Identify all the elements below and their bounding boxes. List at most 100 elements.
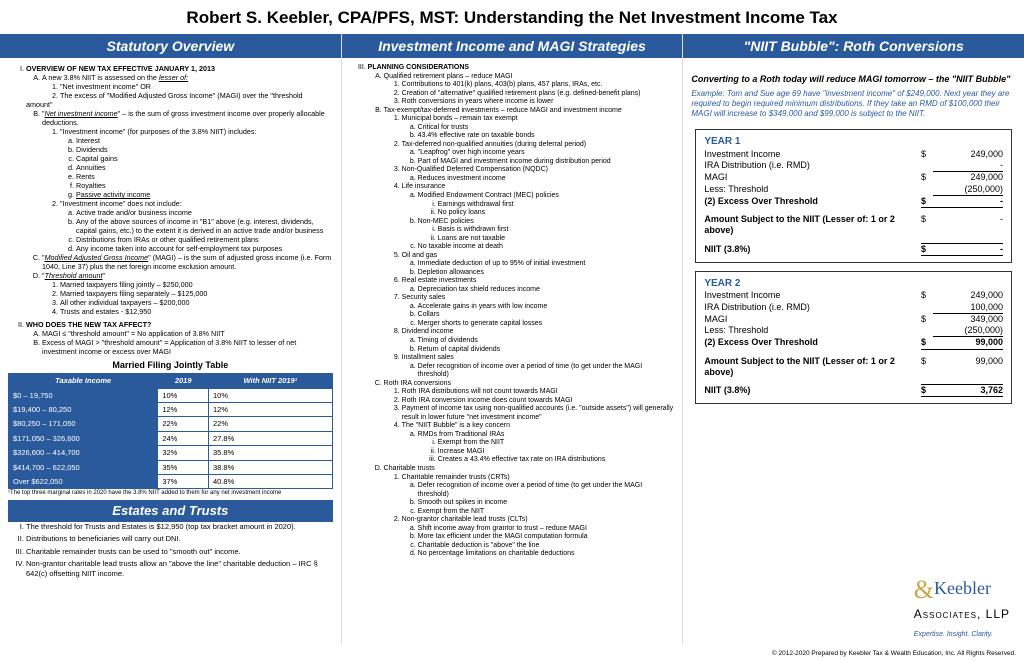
mfj-cell: $414,700 – 622,050 xyxy=(9,460,158,474)
mfj-cell: 27.8% xyxy=(209,431,333,445)
year1-title: YEAR 1 xyxy=(704,136,1003,149)
s3-C4aii: Increase MAGI xyxy=(438,448,675,457)
mfj-cell: 37% xyxy=(158,474,209,488)
s1-d4: Trusts and estates - $12,950 xyxy=(60,307,333,316)
mfj-cell: $19,400 – 80,250 xyxy=(9,403,158,417)
mfj-cell: $326,600 – 414,700 xyxy=(9,446,158,460)
s1-a: A new 3.8% NIIT is assessed on the lesse… xyxy=(42,73,333,100)
s3-B4aii: No policy loans xyxy=(438,209,675,218)
s2-b: Excess of MAGI > "threshold amount" = Ap… xyxy=(42,338,333,356)
y2-v4: (250,000) xyxy=(933,325,1003,337)
mfj-cell: $80,250 – 171,050 xyxy=(9,417,158,431)
logo-tagline: Expertise. Insight. Clarity. xyxy=(914,631,993,638)
s1-b: "Net investment income" – is the sum of … xyxy=(42,109,333,253)
estates-header: Estates and Trusts xyxy=(8,500,333,522)
col1-header: Statutory Overview xyxy=(0,34,341,58)
s3-C1: Roth IRA distributions will not count to… xyxy=(402,388,675,397)
s3-A2: Creation of "alternative" qualified reti… xyxy=(402,90,675,99)
year2-box: YEAR 2 Investment Income$249,000 IRA Dis… xyxy=(695,271,1012,405)
y1-v2: - xyxy=(933,160,1003,172)
s1-b2d: Any income taken into account for self-e… xyxy=(76,244,333,253)
s1-b2c: Distributions from IRAs or other qualifi… xyxy=(76,235,333,244)
s3-D: Charitable trusts Charitable remainder t… xyxy=(384,465,675,559)
s3-B3a: Reduces investment income xyxy=(418,175,675,184)
s3-B4a: Modified Endowment Contract (MEC) polici… xyxy=(418,192,675,218)
s3-B7b: Collars xyxy=(418,311,675,320)
s3-C4ai: Exempt from the NIIT xyxy=(438,439,675,448)
s1-b2b: Any of the above sources of income in "B… xyxy=(76,217,333,235)
s1-b1d: Annuities xyxy=(76,163,333,172)
s3-B2a: "Leapfrog" over high income years xyxy=(418,149,675,158)
y1-l7: NIIT (3.8%) xyxy=(704,244,921,255)
s3-B4bi: Basis is withdrawn first xyxy=(438,226,675,235)
s3-B1b: 43.4% effective rate on taxable bonds xyxy=(418,132,675,141)
y2-v3: 349,000 xyxy=(933,314,1003,325)
s3-B8: Dividend income Timing of dividends Retu… xyxy=(402,328,675,354)
s1-a1: "Net investment income" OR xyxy=(60,82,333,91)
s1-a-lesser: lesser of: xyxy=(159,73,188,82)
s3-B9: Installment sales Defer recognition of i… xyxy=(402,354,675,380)
s3-B5a: Immediate deduction of up to 95% of init… xyxy=(418,260,675,269)
et-iii: Charitable remainder trusts can be used … xyxy=(26,547,333,556)
s3-D1a: Defer recognition of income over a perio… xyxy=(418,482,675,499)
s1-b-nii: Net investment income xyxy=(45,109,118,118)
y1-l5: (2) Excess Over Threshold xyxy=(704,196,921,207)
mfj-cell: 40.8% xyxy=(209,474,333,488)
sec3-heading: PLANNING CONSIDERATIONS xyxy=(368,64,469,71)
s3-B4: Life insurance Modified Endowment Contra… xyxy=(402,183,675,251)
et-iv: Non-grantor charitable lead trusts allow… xyxy=(26,559,333,578)
main-columns: Statutory Overview OVERVIEW OF NEW TAX E… xyxy=(0,34,1024,644)
s1-d3: All other individual taxpayers – $200,00… xyxy=(60,298,333,307)
year2-title: YEAR 2 xyxy=(704,278,1003,291)
s2-a: MAGI ≤ "threshold amount" = No applicati… xyxy=(42,329,333,338)
y2-v5: 99,000 xyxy=(933,337,1003,349)
s3-B2b: Part of MAGI and investment income durin… xyxy=(418,158,675,167)
mfj-cell: 10% xyxy=(158,388,209,402)
s3-B8b: Return of capital dividends xyxy=(418,346,675,355)
col-roth: "NIIT Bubble": Roth Conversions Converti… xyxy=(683,34,1024,644)
s3-A3: Roth conversions in years where income i… xyxy=(402,98,675,107)
sec2-heading: WHO DOES THE NEW TAX AFFECT? xyxy=(26,320,151,329)
estates-list: The threshold for Trusts and Estates is … xyxy=(8,522,333,578)
col1-body: OVERVIEW OF NEW TAX EFFECTIVE JANUARY 1,… xyxy=(0,58,341,644)
col2-body: PLANNING CONSIDERATIONS Qualified retire… xyxy=(342,58,683,644)
s1-b2a: Active trade and/or business income xyxy=(76,208,333,217)
s3-B4c: No taxable income at death xyxy=(418,243,675,252)
sec1-heading: OVERVIEW OF NEW TAX EFFECTIVE JANUARY 1,… xyxy=(26,64,215,73)
col3-body: Converting to a Roth today will reduce M… xyxy=(683,58,1024,644)
s3-B2: Tax-deferred non-qualified annuities (du… xyxy=(402,141,675,167)
year1-box: YEAR 1 Investment Income$249,000 IRA Dis… xyxy=(695,129,1012,263)
s3-B6a: Depreciation tax shield reduces income xyxy=(418,286,675,295)
et-ii: Distributions to beneficiaries will carr… xyxy=(26,534,333,543)
s3-B5: Oil and gas Immediate deduction of up to… xyxy=(402,252,675,278)
logo-ampersand-icon: & xyxy=(914,575,934,604)
s3-C2: Roth IRA conversion income does count to… xyxy=(402,397,675,406)
s1-c: "Modified Adjusted Gross Income" (MAGI) … xyxy=(42,253,333,271)
s1-b1a: Interest xyxy=(76,136,333,145)
mfj-footnote: ¹The top three marginal rates in 2020 ha… xyxy=(8,490,333,498)
s1-b1f: Royalties xyxy=(76,181,333,190)
s1-d2: Married taxpayers filing separately – $1… xyxy=(60,289,333,298)
mfj-cell: 12% xyxy=(209,403,333,417)
y1-v7: - xyxy=(933,243,1003,256)
s3-B1a: Critical for trusts xyxy=(418,124,675,133)
s1-d: "Threshold amount" Married taxpayers fil… xyxy=(42,271,333,316)
col-strategies: Investment Income and MAGI Strategies PL… xyxy=(342,34,684,644)
y1-l4: Less: Threshold xyxy=(704,184,921,195)
mfj-title: Married Filing Jointly Table xyxy=(8,360,333,371)
mfj-cell: $171,050 – 326,600 xyxy=(9,431,158,445)
y2-v6: 99,000 xyxy=(933,356,1003,367)
logo-name: Keebler xyxy=(934,578,991,598)
mfj-cell: 22% xyxy=(158,417,209,431)
y1-v6: - xyxy=(933,214,1003,225)
s3-D1c: Exempt from the NIIT xyxy=(418,508,675,517)
s1-b2: "Investment income" does not include: Ac… xyxy=(60,199,333,253)
s1-b1e: Rents xyxy=(76,172,333,181)
col2-header: Investment Income and MAGI Strategies xyxy=(342,34,683,58)
mfj-cell: 10% xyxy=(209,388,333,402)
s3-B5b: Depletion allowances xyxy=(418,269,675,278)
s3-A: Qualified retirement plans – reduce MAGI… xyxy=(384,73,675,107)
col-statutory: Statutory Overview OVERVIEW OF NEW TAX E… xyxy=(0,34,342,644)
s3-B3: Non-Qualified Deferred Compensation (NQD… xyxy=(402,166,675,183)
mfj-table: Taxable Income 2019 With NIIT 2019¹ $0 –… xyxy=(8,373,333,489)
